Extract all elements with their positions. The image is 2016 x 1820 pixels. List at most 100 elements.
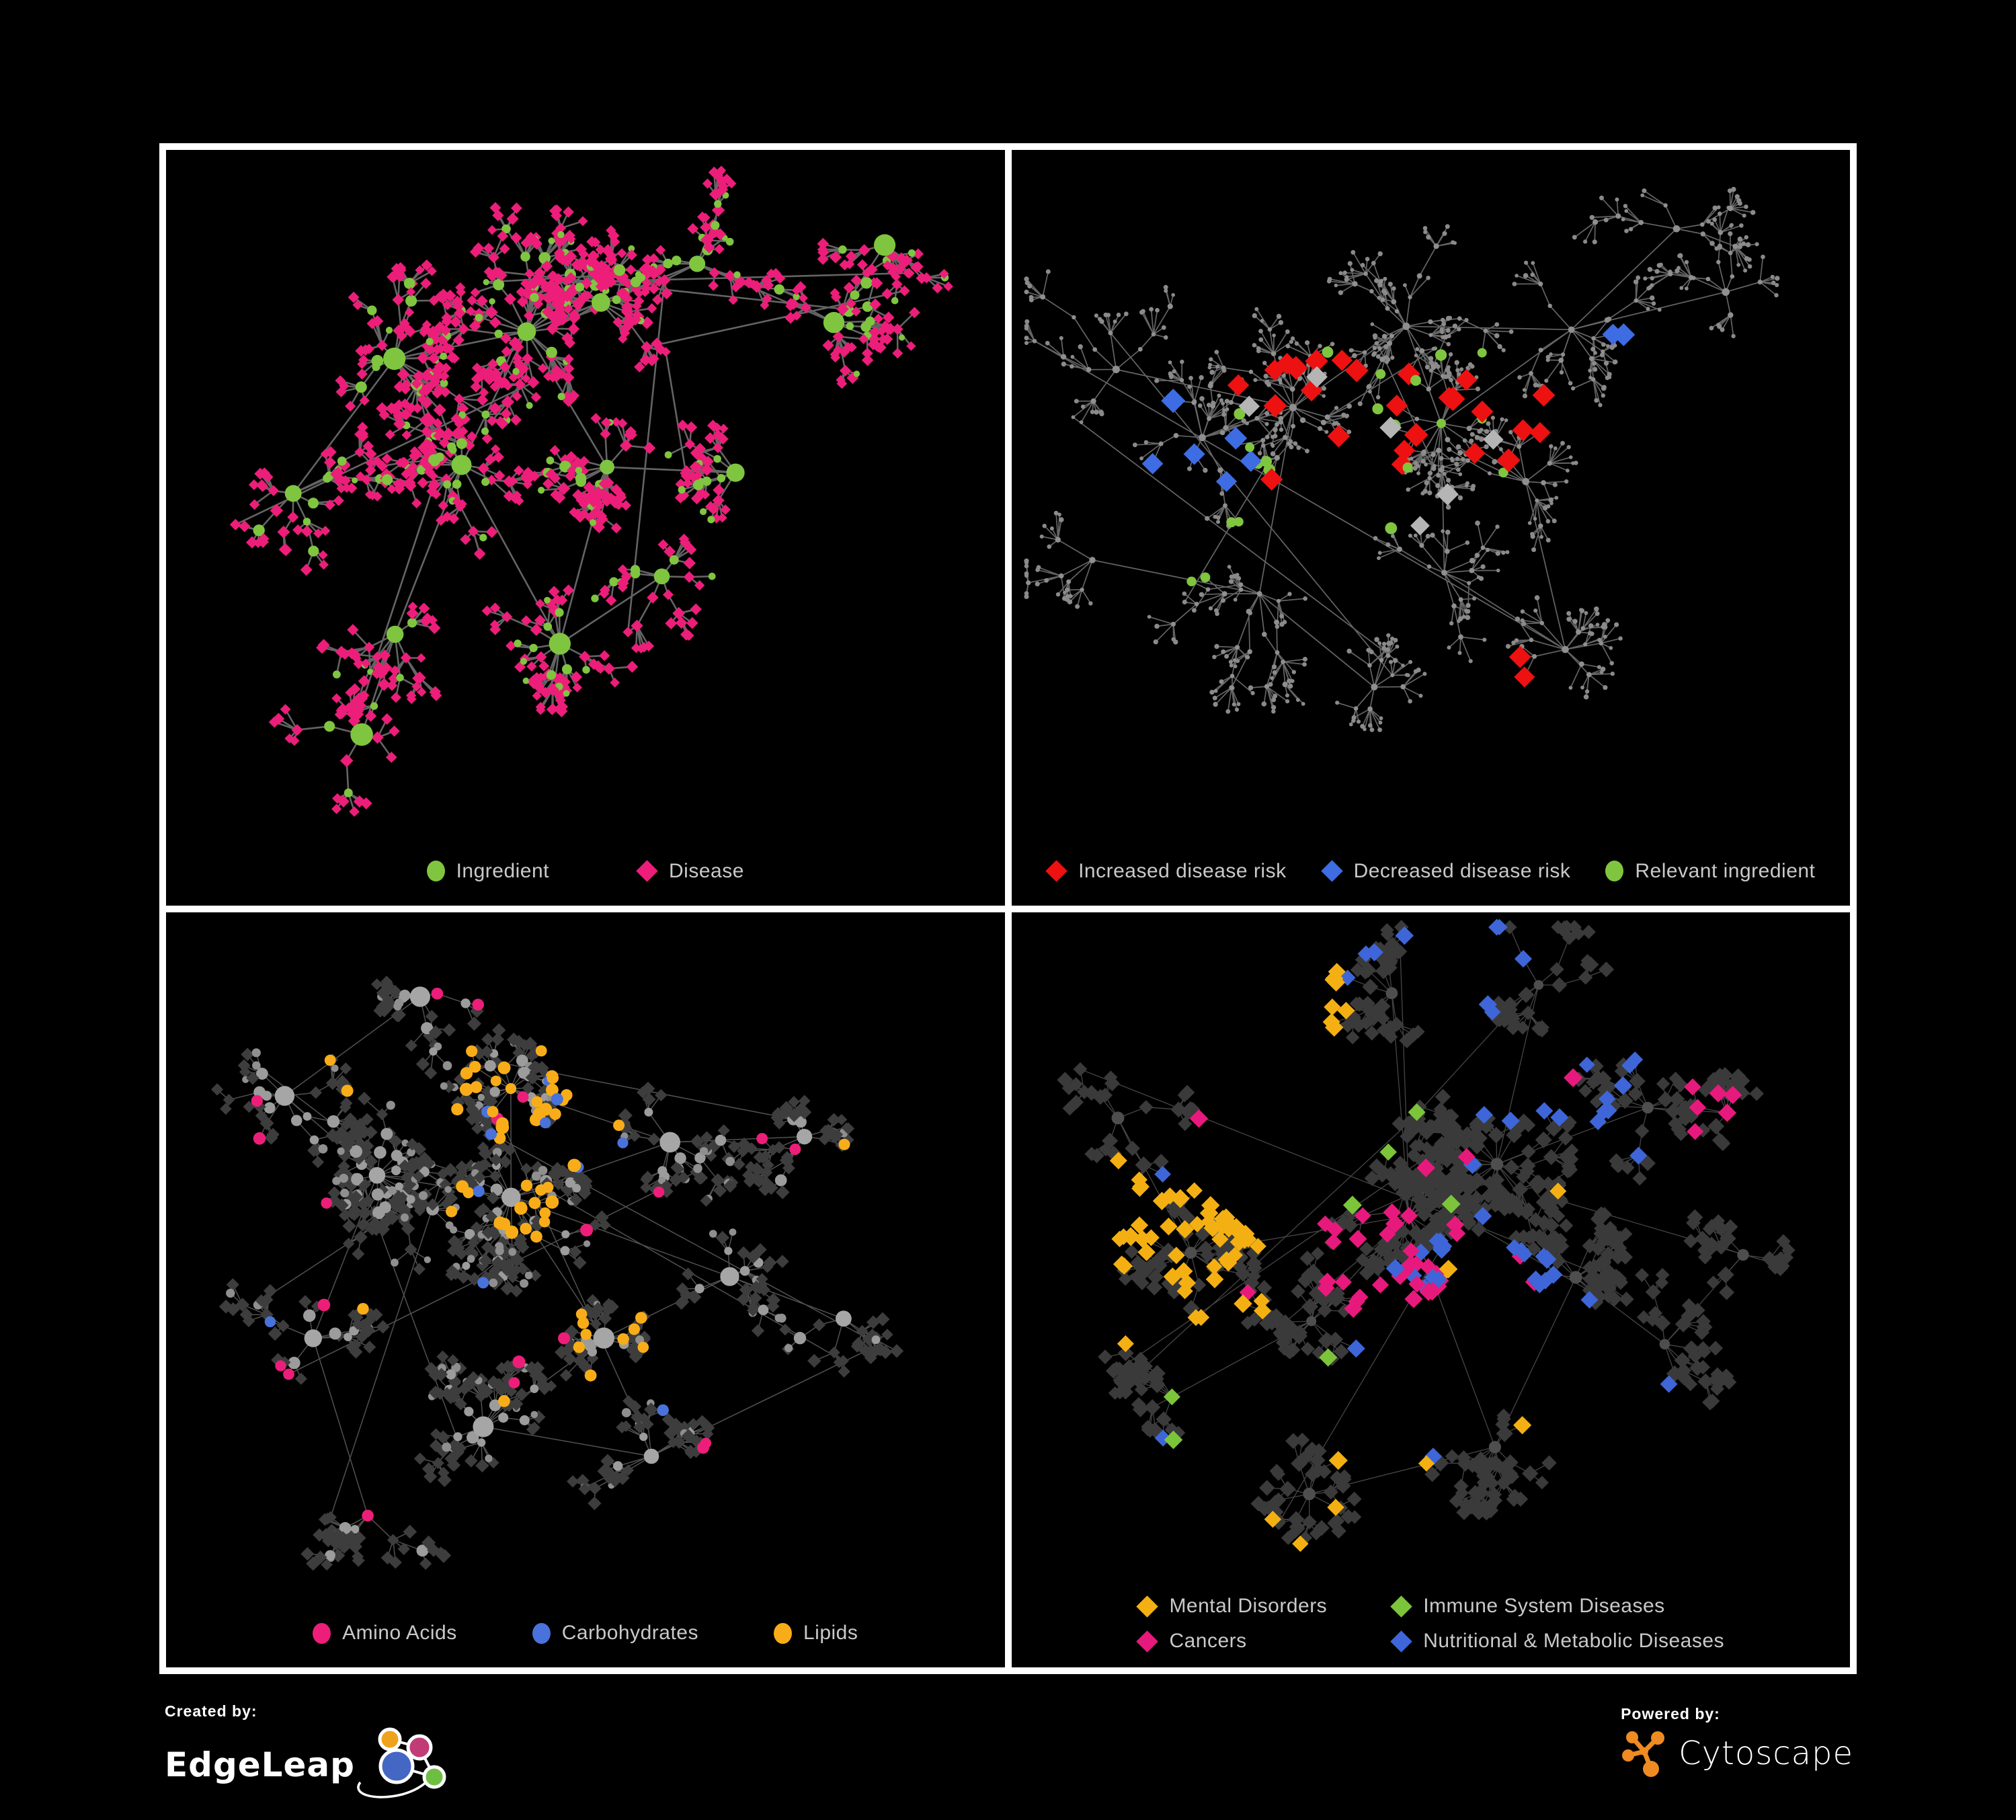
network-node[interactable] (1520, 609, 1525, 614)
network-node[interactable] (1271, 444, 1275, 448)
network-node[interactable] (1256, 1279, 1272, 1296)
network-node[interactable] (1565, 469, 1570, 473)
network-node[interactable] (1290, 679, 1295, 683)
network-node[interactable] (1475, 386, 1480, 392)
network-node[interactable] (1346, 1339, 1365, 1357)
network-node[interactable] (1261, 631, 1267, 637)
network-node[interactable] (1514, 638, 1519, 643)
network-node[interactable] (1414, 353, 1418, 358)
network-node[interactable] (1578, 608, 1583, 612)
network-node[interactable] (1427, 475, 1432, 481)
network-node[interactable] (1603, 635, 1607, 639)
network-node[interactable] (522, 352, 534, 364)
network-node[interactable] (506, 640, 516, 651)
network-node[interactable] (542, 1181, 554, 1193)
network-node[interactable] (1420, 491, 1425, 496)
network-node[interactable] (531, 1171, 541, 1181)
network-node[interactable] (575, 1308, 588, 1320)
network-node[interactable] (1290, 424, 1295, 429)
network-node[interactable] (1441, 231, 1447, 236)
network-node[interactable] (274, 1085, 295, 1106)
network-node[interactable] (1094, 313, 1098, 318)
network-node[interactable] (387, 1194, 402, 1209)
network-node[interactable] (1522, 388, 1526, 392)
network-node[interactable] (561, 1230, 570, 1238)
network-node[interactable] (1604, 317, 1610, 323)
network-node[interactable] (1067, 594, 1073, 598)
network-node[interactable] (442, 1023, 456, 1037)
network-node[interactable] (1445, 477, 1451, 483)
network-node[interactable] (1220, 598, 1225, 603)
network-node[interactable] (1745, 242, 1750, 247)
network-node[interactable] (1490, 1157, 1503, 1171)
network-node[interactable] (1697, 1373, 1713, 1390)
network-node[interactable] (1389, 355, 1394, 360)
network-node[interactable] (532, 690, 542, 701)
network-node[interactable] (489, 1086, 500, 1097)
network-node[interactable] (1440, 387, 1465, 411)
network-node[interactable] (1375, 395, 1380, 400)
network-node[interactable] (1580, 685, 1584, 690)
network-node[interactable] (639, 1432, 648, 1441)
network-node[interactable] (625, 264, 637, 275)
network-node[interactable] (1507, 1017, 1523, 1033)
network-node[interactable] (1575, 629, 1581, 635)
network-node[interactable] (1573, 461, 1578, 465)
network-node[interactable] (1601, 1289, 1615, 1303)
network-node[interactable] (510, 202, 522, 214)
network-node[interactable] (1271, 697, 1276, 703)
network-node[interactable] (1558, 1130, 1573, 1146)
network-node[interactable] (520, 1162, 532, 1175)
network-node[interactable] (562, 395, 575, 407)
network-node[interactable] (1545, 504, 1550, 509)
network-node[interactable] (1595, 623, 1599, 627)
network-node[interactable] (372, 1205, 385, 1219)
network-node[interactable] (1608, 645, 1613, 650)
network-node[interactable] (1705, 276, 1710, 282)
network-node[interactable] (1513, 1415, 1531, 1434)
network-node[interactable] (1686, 1122, 1703, 1140)
network-node[interactable] (1365, 1011, 1380, 1026)
network-node[interactable] (1736, 263, 1740, 267)
network-node[interactable] (628, 1322, 641, 1335)
network-node[interactable] (1361, 978, 1379, 995)
network-node[interactable] (817, 253, 829, 265)
network-node[interactable] (428, 325, 438, 336)
network-node[interactable] (1163, 335, 1168, 340)
network-node[interactable] (1188, 376, 1193, 381)
network-node[interactable] (1364, 1170, 1380, 1186)
network-node[interactable] (510, 1252, 524, 1267)
network-node[interactable] (1404, 1290, 1422, 1308)
network-node[interactable] (883, 311, 895, 323)
network-node[interactable] (1389, 673, 1394, 678)
network-node[interactable] (1738, 242, 1742, 247)
network-node[interactable] (1271, 705, 1276, 710)
network-node[interactable] (1363, 271, 1368, 276)
network-node[interactable] (1228, 685, 1234, 690)
network-node[interactable] (1548, 352, 1553, 356)
network-node[interactable] (856, 1324, 869, 1337)
network-node[interactable] (1168, 360, 1172, 364)
network-node[interactable] (1272, 427, 1278, 432)
network-node[interactable] (658, 1176, 666, 1184)
network-node[interactable] (1289, 403, 1297, 411)
network-node[interactable] (599, 584, 610, 596)
network-node[interactable] (846, 298, 856, 309)
network-node[interactable] (1228, 400, 1234, 405)
network-node[interactable] (329, 1327, 341, 1339)
network-node[interactable] (1425, 276, 1430, 280)
network-node[interactable] (406, 1194, 415, 1203)
network-node[interactable] (1418, 693, 1422, 698)
network-node[interactable] (845, 250, 857, 262)
network-node[interactable] (640, 1181, 652, 1193)
network-node[interactable] (1138, 1099, 1154, 1114)
network-node[interactable] (575, 476, 587, 487)
network-node[interactable] (290, 1114, 303, 1126)
network-node[interactable] (1191, 1277, 1206, 1292)
network-node[interactable] (352, 299, 363, 311)
network-node[interactable] (1371, 403, 1383, 415)
network-node[interactable] (339, 754, 354, 768)
network-node[interactable] (1478, 436, 1484, 442)
network-node[interactable] (1367, 723, 1373, 728)
network-node[interactable] (1430, 1270, 1447, 1288)
